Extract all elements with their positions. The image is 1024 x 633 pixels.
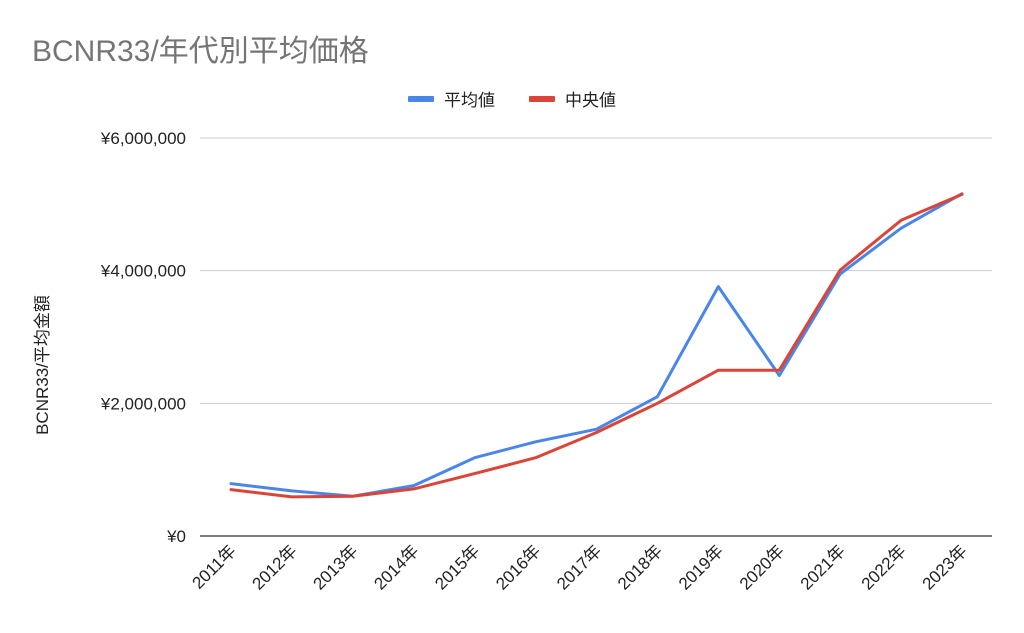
x-tick-label: 2012年 [249, 541, 301, 593]
chart-title: BCNR33/年代別平均価格 [32, 35, 369, 68]
x-tick-label: 2016年 [492, 541, 544, 593]
y-axis-title: BCNR33/平均金額 [33, 295, 52, 435]
legend: 平均値 中央値 [0, 86, 1024, 111]
x-tick-label: 2021年 [797, 541, 849, 593]
x-tick-label: 2017年 [553, 541, 605, 593]
legend-item-median[interactable]: 中央値 [529, 86, 616, 111]
x-tick-label: 2020年 [736, 541, 788, 593]
x-tick-label: 2022年 [858, 541, 910, 593]
y-tick-label: ¥2,000,000 [100, 394, 186, 413]
series-line-median [229, 192, 964, 499]
gridlines [200, 137, 992, 537]
series-line-average [229, 192, 964, 498]
legend-swatch-median [529, 95, 555, 102]
x-tick-label: 2011年 [189, 541, 240, 592]
x-tick-labels: 2011年 2012年 2013年 2014年 2015年 2016年 2017年 2018年… [189, 541, 971, 593]
y-tick-label: ¥6,000,000 [100, 129, 186, 148]
x-tick-label: 2023年 [919, 541, 971, 593]
y-tick-labels: ¥0 ¥2,000,000 ¥4,000,000 ¥6,000,000 [100, 129, 186, 546]
legend-swatch-average [408, 95, 434, 102]
y-tick-label: ¥4,000,000 [100, 262, 186, 281]
legend-label-average: 平均値 [444, 91, 495, 110]
x-tick-label: 2014年 [370, 541, 422, 593]
series-lines [229, 192, 964, 499]
y-tick-label: ¥0 [166, 527, 186, 546]
x-tick-label: 2015年 [431, 541, 483, 593]
legend-item-average[interactable]: 平均値 [408, 86, 495, 111]
x-tick-label: 2019年 [675, 541, 727, 593]
legend-label-median: 中央値 [565, 91, 616, 110]
x-tick-label: 2018年 [614, 541, 666, 593]
x-tick-label: 2013年 [309, 541, 361, 593]
